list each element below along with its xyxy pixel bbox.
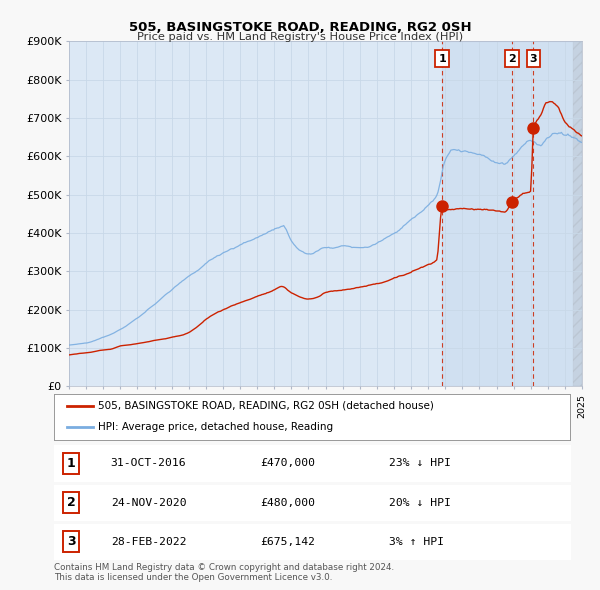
Text: £470,000: £470,000 [260, 458, 316, 468]
Text: 1: 1 [439, 54, 446, 64]
Text: Contains HM Land Registry data © Crown copyright and database right 2024.
This d: Contains HM Land Registry data © Crown c… [54, 563, 394, 582]
Text: 28-FEB-2022: 28-FEB-2022 [111, 537, 187, 546]
Text: 1: 1 [67, 457, 76, 470]
Text: 31-OCT-2016: 31-OCT-2016 [111, 458, 187, 468]
Text: 3: 3 [67, 535, 76, 548]
Text: 505, BASINGSTOKE ROAD, READING, RG2 0SH (detached house): 505, BASINGSTOKE ROAD, READING, RG2 0SH … [98, 401, 434, 411]
Text: Price paid vs. HM Land Registry's House Price Index (HPI): Price paid vs. HM Land Registry's House … [137, 32, 463, 42]
Text: 2: 2 [67, 496, 76, 509]
Text: 505, BASINGSTOKE ROAD, READING, RG2 0SH: 505, BASINGSTOKE ROAD, READING, RG2 0SH [128, 21, 472, 34]
Text: £675,142: £675,142 [260, 537, 316, 546]
Text: 24-NOV-2020: 24-NOV-2020 [111, 498, 187, 507]
Text: 3% ↑ HPI: 3% ↑ HPI [389, 537, 445, 546]
Text: 3: 3 [530, 54, 537, 64]
Bar [574, 41, 582, 386]
Text: 20% ↓ HPI: 20% ↓ HPI [389, 498, 451, 507]
Text: 2: 2 [508, 54, 516, 64]
Text: HPI: Average price, detached house, Reading: HPI: Average price, detached house, Read… [98, 422, 333, 432]
Bar [442, 41, 582, 386]
Text: £480,000: £480,000 [260, 498, 316, 507]
Text: 23% ↓ HPI: 23% ↓ HPI [389, 458, 451, 468]
